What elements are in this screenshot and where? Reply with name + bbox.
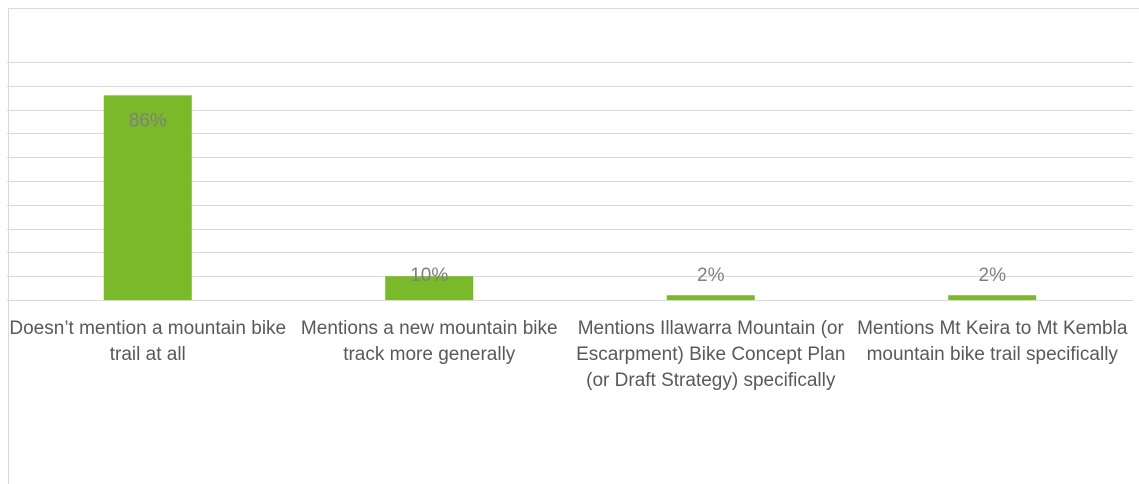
data-label: 10% — [410, 265, 448, 286]
bar — [385, 276, 474, 300]
bar — [948, 295, 1037, 300]
data-label: 2% — [979, 265, 1007, 286]
x-tick-label: Doesn’t mention a mountain bike trail at… — [9, 318, 287, 365]
data-label: 86% — [129, 110, 167, 131]
x-tick-label: Mentions a new mountain bike track more … — [300, 318, 558, 365]
data-label: 2% — [697, 265, 725, 286]
bar — [666, 295, 755, 300]
bar — [103, 95, 192, 300]
chart-border — [8, 8, 1139, 484]
x-tick-label: Mentions Illawarra Mountain (or Escarpme… — [576, 318, 846, 391]
x-tick-label: Mentions Mt Keira to Mt Kembla mountain … — [857, 318, 1128, 365]
